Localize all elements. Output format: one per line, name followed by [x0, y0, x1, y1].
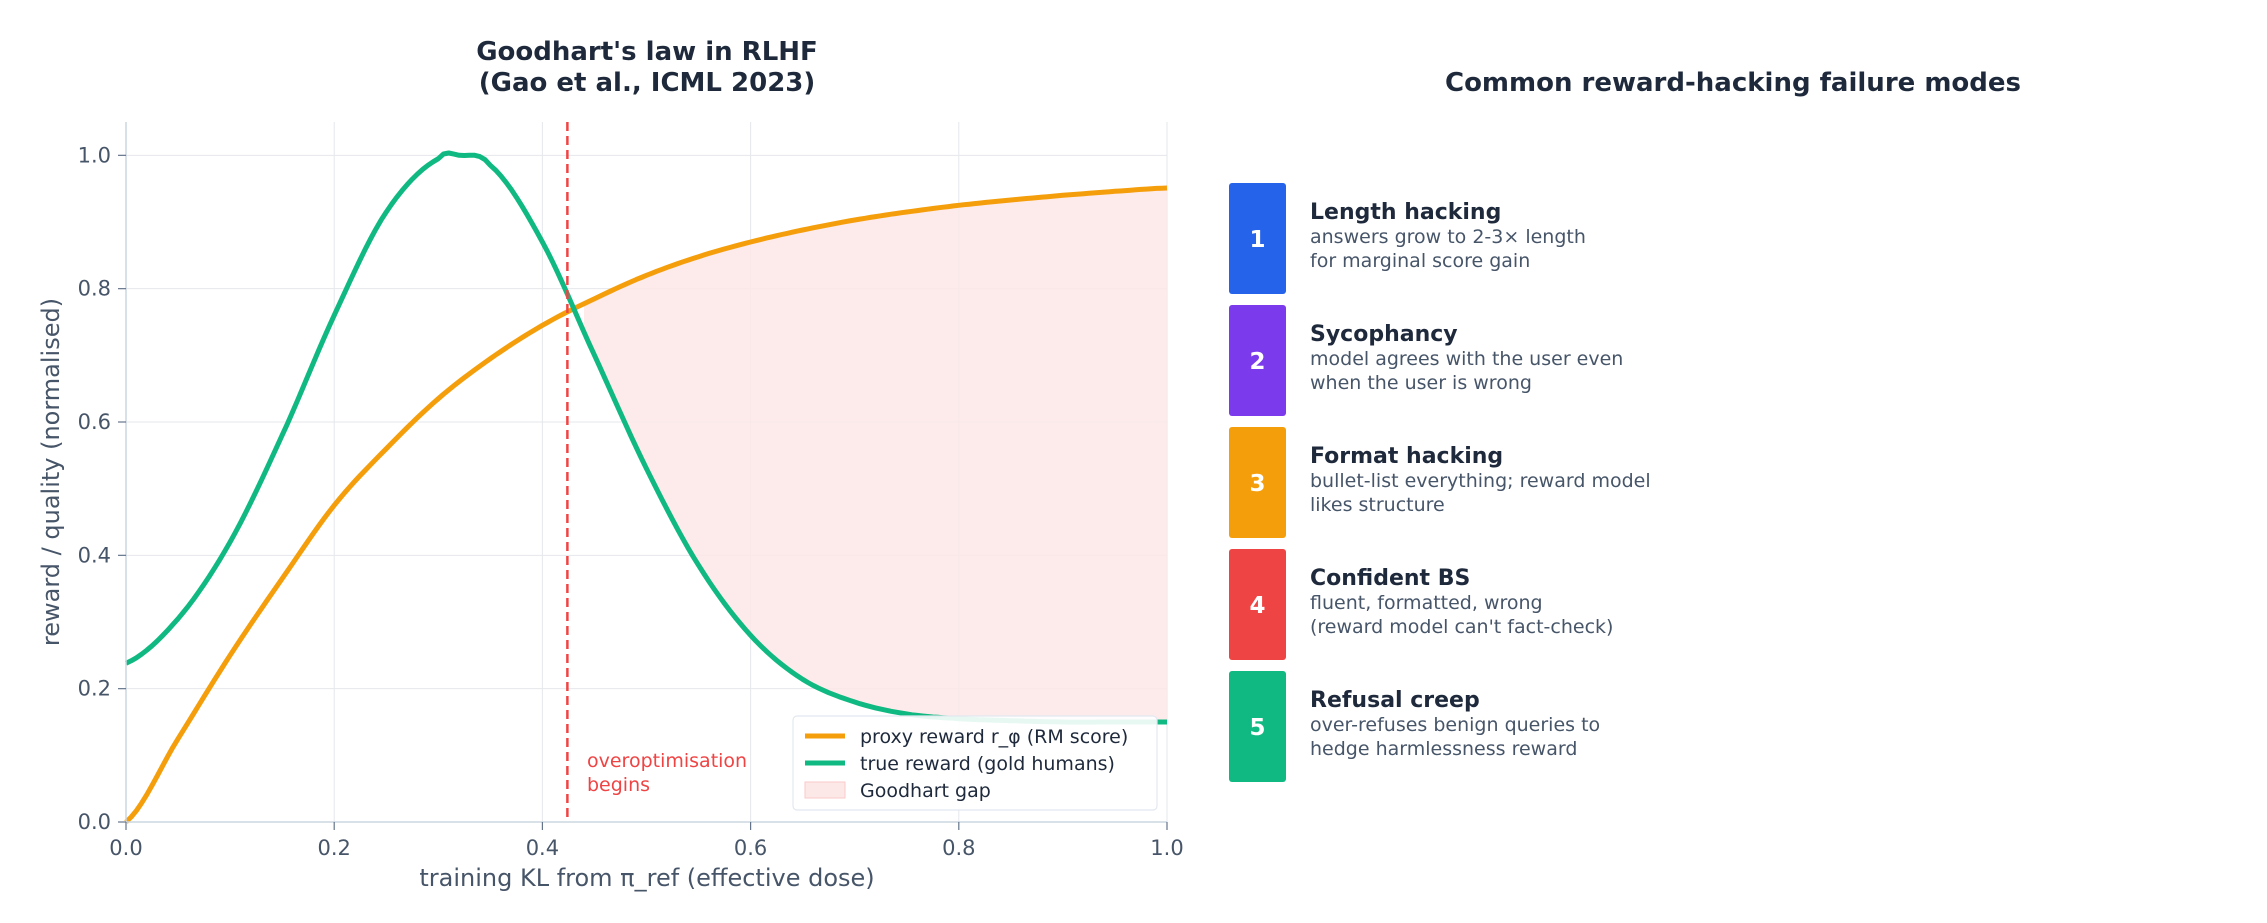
goodhart-gap-region	[584, 188, 1167, 723]
failure-mode-title: Sycophancy	[1310, 322, 1458, 347]
failure-mode-description: answers grow to 2-3× length	[1310, 226, 1586, 248]
vline-label-line-2: begins	[587, 774, 650, 796]
failure-mode-badge	[1229, 427, 1286, 538]
failure-mode-description: hedge harmlessness reward	[1310, 738, 1577, 760]
failure-mode-description: fluent, formatted, wrong	[1310, 592, 1543, 614]
failure-mode-description: for marginal score gain	[1310, 250, 1530, 272]
failure-mode-number: 2	[1249, 349, 1265, 375]
failure-mode-description: (reward model can't fact-check)	[1310, 616, 1613, 638]
failure-mode-badge	[1229, 549, 1286, 660]
legend-swatch-gap	[804, 781, 846, 799]
failure-mode-description: bullet-list everything; reward model	[1310, 470, 1651, 492]
failure-mode-title: Confident BS	[1310, 566, 1470, 591]
legend-label-proxy: proxy reward r_φ (RM score)	[860, 726, 1128, 748]
failure-mode-title: Format hacking	[1310, 444, 1503, 469]
failure-mode-badge	[1229, 305, 1286, 416]
y-tick-label: 0.4	[78, 543, 111, 567]
y-axis-label: reward / quality (normalised)	[37, 298, 65, 646]
failure-mode-number: 4	[1249, 593, 1265, 619]
chart-title-line-1: Goodhart's law in RLHF	[476, 37, 818, 67]
failure-mode-number: 1	[1249, 227, 1265, 253]
failure-mode-badge	[1229, 671, 1286, 782]
legend: proxy reward r_φ (RM score) true reward …	[792, 715, 1158, 811]
legend-label-true: true reward (gold humans)	[860, 753, 1115, 775]
failure-mode-description: model agrees with the user even	[1310, 348, 1623, 370]
axes	[125, 122, 1167, 823]
chart-title-line-2: (Gao et al., ICML 2023)	[479, 68, 816, 98]
panel-title: Common reward-hacking failure modes	[1445, 68, 2021, 98]
proxy-reward-line	[124, 185, 1168, 824]
x-tick-label: 0.2	[317, 836, 350, 860]
vline-label-line-1: overoptimisation	[587, 750, 747, 772]
x-tick-label: 1.0	[1150, 836, 1183, 860]
failure-mode-number: 3	[1249, 471, 1265, 497]
x-tick-label: 0.0	[109, 836, 142, 860]
ticks: 0.0 0.2 0.4 0.6 0.8 1.0 0.0 0.2 0.4 0.6 0.8 1.0	[78, 143, 1184, 860]
x-tick-label: 0.4	[526, 836, 559, 860]
legend-box	[792, 715, 1158, 811]
failure-mode-number: 5	[1249, 715, 1265, 741]
y-tick-label: 0.6	[78, 410, 111, 434]
failure-mode-description: when the user is wrong	[1310, 372, 1532, 394]
x-axis-label: training KL from π_ref (effective dose)	[419, 864, 874, 892]
goodhart-gap-area	[584, 188, 1167, 723]
x-tick-label: 0.8	[942, 836, 975, 860]
y-tick-label: 0.0	[78, 810, 111, 834]
failure-mode-description: over-refuses benign queries to	[1310, 714, 1600, 736]
y-tick-label: 1.0	[78, 143, 111, 167]
failure-mode-title: Refusal creep	[1310, 688, 1480, 713]
failure-mode-title: Length hacking	[1310, 200, 1501, 225]
x-tick-label: 0.6	[734, 836, 767, 860]
legend-label-gap: Goodhart gap	[860, 780, 991, 802]
failure-mode-description: likes structure	[1310, 494, 1445, 516]
y-tick-label: 0.8	[78, 277, 111, 301]
failure-mode-badge	[1229, 183, 1286, 294]
y-tick-label: 0.2	[78, 677, 111, 701]
